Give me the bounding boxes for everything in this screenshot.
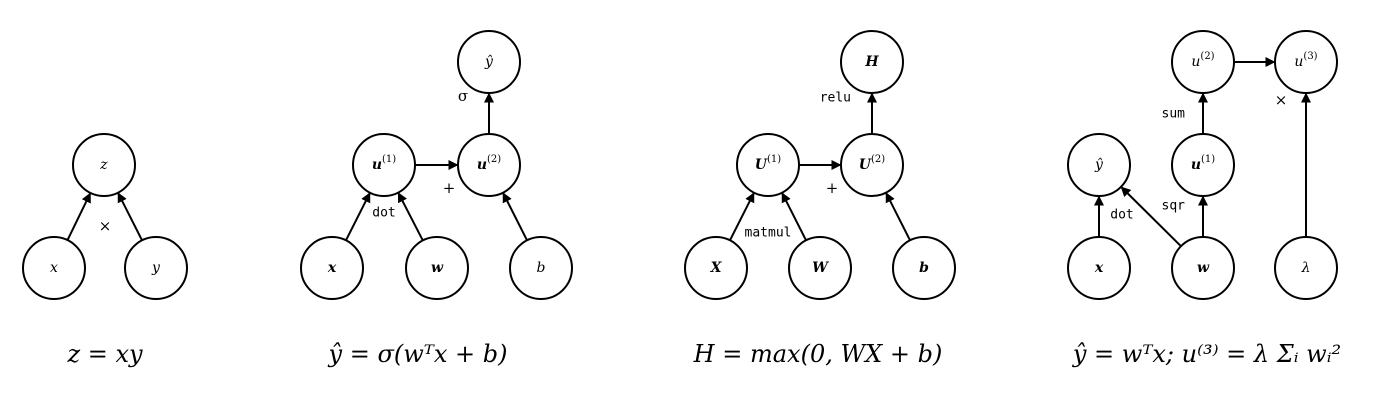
edge-b-b-to-u2 <box>503 194 527 241</box>
formula-c: H = max(0, WX + b) <box>694 340 943 368</box>
node-a-z: z <box>73 134 135 196</box>
node-c-U2: U(2) <box>841 134 903 196</box>
node-d-lambda-label: λ <box>1301 260 1311 276</box>
node-d-w: w <box>1172 237 1234 299</box>
node-c-H: H <box>841 31 903 93</box>
op-a-op1: × <box>99 217 112 235</box>
node-a-z-label: z <box>99 157 108 173</box>
node-d-u2: u(2) <box>1172 31 1234 93</box>
node-c-W-label: W <box>812 260 829 276</box>
node-d-lambda: λ <box>1275 237 1337 299</box>
node-d-u3: u(3) <box>1275 31 1337 93</box>
node-b-x: x <box>301 237 363 299</box>
node-b-w: w <box>406 237 468 299</box>
edge-a-y-to-z <box>118 194 142 241</box>
op-d-sqr: sqr <box>1162 199 1186 214</box>
op-c-plus: + <box>826 179 839 197</box>
node-b-u1: u(1) <box>353 134 415 196</box>
node-a-y-label: y <box>151 260 161 276</box>
node-a-x-label: x <box>50 260 58 276</box>
op-d-sum: sum <box>1162 107 1186 122</box>
edge-b-w-to-u1 <box>399 193 423 240</box>
node-c-X-label: X <box>710 260 723 276</box>
node-b-u2: u(2) <box>458 134 520 196</box>
op-d-times: × <box>1275 91 1288 109</box>
node-c-U2-circle <box>841 134 903 196</box>
op-c-matmul: matmul <box>745 226 792 241</box>
node-c-W: W <box>789 237 851 299</box>
node-d-u2-circle <box>1172 31 1234 93</box>
node-c-U1-circle <box>737 134 799 196</box>
node-c-b: b <box>893 237 955 299</box>
op-b-plus: + <box>443 179 456 197</box>
edge-b-x-to-u1 <box>346 194 370 241</box>
node-d-w-label: w <box>1197 260 1210 276</box>
node-d-u1: u(1) <box>1172 134 1234 196</box>
node-a-x: x <box>23 237 85 299</box>
node-b-u1-circle <box>353 134 415 196</box>
formula-a: z = xy <box>67 340 142 368</box>
node-b-yhat: ŷ <box>458 31 520 93</box>
op-d-dot: dot <box>1110 208 1133 223</box>
node-d-u1-circle <box>1172 134 1234 196</box>
op-b-dot: dot <box>372 206 395 221</box>
formula-b: ŷ = σ(wᵀx + b) <box>329 340 508 368</box>
node-c-X: X <box>685 237 747 299</box>
node-c-H-label: H <box>864 54 879 70</box>
node-a-y: y <box>125 237 187 299</box>
node-d-yhat: ŷ <box>1068 134 1130 196</box>
node-d-u3-circle <box>1275 31 1337 93</box>
op-b-sigma: σ <box>458 87 468 105</box>
node-d-x-label: x <box>1094 260 1104 276</box>
node-b-yhat-label: ŷ <box>484 53 494 70</box>
op-c-relu: relu <box>820 91 851 106</box>
formula-d: ŷ = wᵀx; u⁽³⁾ = λ Σᵢ wᵢ² <box>1073 340 1341 368</box>
edge-a-x-to-z <box>68 194 90 240</box>
node-b-w-label: w <box>431 260 444 276</box>
node-b-b-label: b <box>537 260 546 276</box>
node-b-b: b <box>510 237 572 299</box>
node-d-yhat-label: ŷ <box>1094 156 1104 173</box>
node-b-x-label: x <box>327 260 337 276</box>
node-c-b-label: b <box>919 260 929 276</box>
node-c-U1: U(1) <box>737 134 799 196</box>
node-b-u2-circle <box>458 134 520 196</box>
node-d-x: x <box>1068 237 1130 299</box>
edge-c-b-to-U2 <box>886 194 910 241</box>
